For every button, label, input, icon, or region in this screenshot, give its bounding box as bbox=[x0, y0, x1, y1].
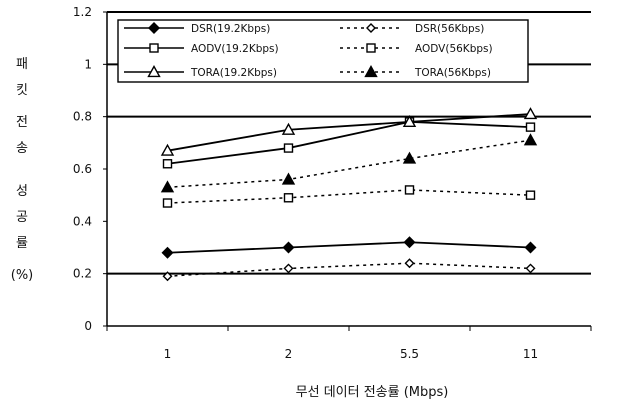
series-dsr-19-2kbps- bbox=[161, 236, 537, 259]
series-aodv-56kbps- bbox=[162, 185, 536, 208]
y-tick-label: 0.4 bbox=[73, 214, 92, 228]
data-point-triangle bbox=[364, 65, 378, 78]
series-tora-19-2kbps- bbox=[160, 107, 538, 156]
x-tick-labels: 1 2 5.5 11 bbox=[164, 347, 538, 361]
data-point-square bbox=[149, 43, 159, 53]
legend: DSR(19.2Kbps) DSR(56Kbps) AODV(19.2Kbps) AO… bbox=[117, 19, 529, 83]
data-point-triangle bbox=[402, 151, 417, 164]
series-line bbox=[167, 189, 531, 204]
y-tick-label: 0.2 bbox=[73, 267, 92, 281]
y-axis-label-char: 전 bbox=[16, 115, 28, 130]
data-point-square bbox=[283, 143, 294, 153]
y-tick-label: 1.2 bbox=[73, 5, 92, 19]
series-line bbox=[167, 120, 531, 165]
y-axis-label-char: 성 bbox=[16, 184, 28, 199]
x-tick-label: 11 bbox=[523, 347, 538, 361]
data-point-diamond bbox=[525, 263, 536, 274]
x-axis-label: 무선 데이터 전송률 (Mbps) bbox=[296, 385, 449, 400]
series-group bbox=[160, 107, 538, 282]
data-point-diamond bbox=[162, 271, 173, 282]
y-axis-label-char: 률 bbox=[16, 236, 28, 251]
data-point-diamond bbox=[148, 22, 160, 34]
data-point-square bbox=[162, 198, 173, 208]
data-point-triangle bbox=[147, 65, 161, 78]
legend-label: AODV(56Kbps) bbox=[415, 43, 493, 55]
data-point-square bbox=[525, 190, 536, 200]
y-axis-label-char: (%) bbox=[11, 268, 34, 283]
data-point-square bbox=[162, 159, 173, 169]
series-line bbox=[167, 139, 531, 189]
series-line bbox=[167, 241, 531, 254]
series-tora-56kbps- bbox=[160, 133, 538, 193]
legend-label: AODV(19.2Kbps) bbox=[191, 43, 279, 55]
y-axis-label-char: 송 bbox=[16, 141, 28, 156]
data-point-square bbox=[525, 122, 536, 132]
data-point-diamond bbox=[161, 246, 174, 259]
data-point-triangle bbox=[281, 122, 296, 135]
legend-box bbox=[117, 19, 529, 83]
axes bbox=[103, 11, 592, 331]
data-point-diamond bbox=[404, 258, 415, 269]
series-line bbox=[167, 262, 531, 278]
data-point-diamond bbox=[283, 263, 294, 274]
legend-label: TORA(56Kbps) bbox=[414, 67, 491, 79]
y-tick-label: 0.6 bbox=[73, 162, 92, 176]
data-point-square bbox=[283, 193, 294, 203]
y-tick-label: 0.8 bbox=[73, 110, 92, 124]
data-point-triangle bbox=[160, 143, 175, 156]
y-axis-label-char: 패 bbox=[16, 57, 28, 72]
y-axis-label-char: 공 bbox=[16, 210, 28, 225]
x-tick-label: 5.5 bbox=[400, 347, 419, 361]
data-point-triangle bbox=[523, 107, 538, 120]
x-tick-label: 1 bbox=[164, 347, 172, 361]
data-point-triangle bbox=[281, 172, 296, 185]
data-point-diamond bbox=[524, 241, 537, 254]
x-tick-label: 2 bbox=[285, 347, 293, 361]
data-point-diamond bbox=[282, 241, 295, 254]
legend-label: DSR(56Kbps) bbox=[415, 23, 484, 35]
y-tick-label: 1 bbox=[84, 57, 92, 71]
series-line bbox=[167, 113, 531, 152]
data-point-triangle bbox=[523, 133, 538, 146]
legend-label: TORA(19.2Kbps) bbox=[190, 67, 277, 79]
legend-label: DSR(19.2Kbps) bbox=[191, 23, 270, 35]
series-dsr-56kbps- bbox=[162, 258, 536, 282]
y-tick-label: 0 bbox=[84, 319, 92, 333]
y-tick-labels: 0 0.2 0.4 0.6 0.8 1 1.2 bbox=[73, 5, 92, 333]
y-axis-label-char: 킷 bbox=[16, 83, 28, 98]
data-point-triangle bbox=[402, 114, 417, 128]
data-point-diamond bbox=[366, 23, 376, 33]
data-point-square bbox=[404, 185, 415, 195]
data-point-triangle bbox=[160, 180, 175, 193]
data-point-square bbox=[366, 43, 376, 53]
data-point-diamond bbox=[403, 236, 416, 249]
